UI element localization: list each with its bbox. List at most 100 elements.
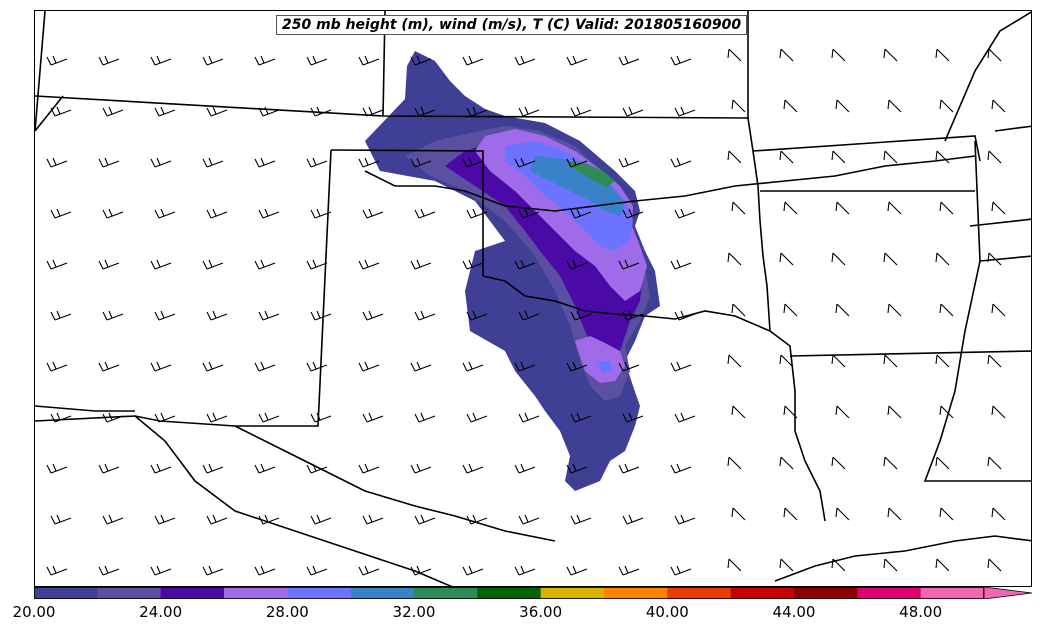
- wind-barb: [462, 259, 484, 270]
- colorbar-tick-label: 28.00: [265, 603, 309, 621]
- colorbar-outline: [34, 587, 984, 599]
- map-canvas: [35, 11, 1031, 586]
- wind-barb: [566, 157, 588, 168]
- wind-barb: [466, 106, 488, 117]
- wind-barb: [731, 405, 746, 419]
- wind-barb: [202, 259, 224, 270]
- wind-barb: [518, 208, 540, 219]
- wind-barb: [466, 514, 488, 525]
- colorbar-tick-label: 20.00: [12, 603, 56, 621]
- wind-barb: [727, 252, 742, 266]
- wind-barb: [622, 208, 644, 219]
- map-panel: [34, 10, 1032, 587]
- wind-barb: [518, 310, 540, 321]
- wind-barb: [358, 259, 380, 270]
- wind-barb: [206, 310, 228, 321]
- border-line: [789, 350, 1031, 357]
- wind-barb: [835, 303, 850, 317]
- map-title: 250 mb height (m), wind (m/s), T (C) Val…: [276, 15, 748, 35]
- wind-barb: [358, 361, 380, 372]
- wind-barb: [831, 252, 846, 266]
- wind-barb: [414, 514, 436, 525]
- temp-contour-south-2: [595, 361, 613, 373]
- wind-barb: [883, 558, 898, 572]
- wind-barb: [310, 514, 332, 525]
- wind-barb: [150, 463, 172, 474]
- border-line: [923, 140, 1031, 482]
- wind-barb: [618, 55, 640, 66]
- wind-barb: [570, 106, 592, 117]
- wind-barb: [46, 157, 68, 168]
- wind-barb: [835, 507, 850, 521]
- colorbar-labels: 20.00 24.00 28.00 32.00 36.00 40.00 44.00 48.00: [0, 600, 1041, 630]
- wind-barb: [779, 558, 794, 572]
- wind-barb: [46, 55, 68, 66]
- wind-barb: [991, 201, 1006, 215]
- border-line: [944, 11, 1031, 142]
- wind-barb: [206, 412, 228, 423]
- wind-barb: [835, 201, 850, 215]
- wind-barb: [150, 565, 172, 576]
- border-line: [774, 535, 1031, 582]
- wind-barb: [727, 48, 742, 62]
- wind-barb: [731, 99, 746, 113]
- wind-barb: [883, 252, 898, 266]
- wind-barb: [991, 507, 1006, 521]
- wind-barb: [150, 157, 172, 168]
- wind-barb: [570, 208, 592, 219]
- wind-barb: [310, 208, 332, 219]
- wind-barb: [514, 55, 536, 66]
- wind-barb: [935, 252, 950, 266]
- wind-barb: [566, 463, 588, 474]
- colorbar-segment: [224, 587, 288, 599]
- wind-barb: [674, 412, 696, 423]
- colorbar-segment: [414, 587, 478, 599]
- borders: [35, 11, 1031, 586]
- wind-barb: [670, 463, 692, 474]
- wind-barb: [783, 99, 798, 113]
- wind-barb: [306, 157, 328, 168]
- wind-barb: [98, 565, 120, 576]
- wind-barb: [670, 55, 692, 66]
- wind-barb: [310, 106, 332, 117]
- colorbar-tick-label: 44.00: [772, 603, 816, 621]
- wind-barb: [102, 514, 124, 525]
- wind-barb: [410, 55, 432, 66]
- wind-barb: [731, 507, 746, 521]
- wind-barb: [618, 361, 640, 372]
- wind-barb: [50, 514, 72, 525]
- wind-barb: [414, 412, 436, 423]
- wind-barb: [618, 565, 640, 576]
- border-line: [482, 275, 771, 332]
- wind-barb: [622, 106, 644, 117]
- colorbar-segment: [540, 587, 605, 599]
- wind-barb: [566, 361, 588, 372]
- wind-barb: [987, 354, 1002, 368]
- wind-barb: [887, 303, 902, 317]
- wind-barb: [46, 463, 68, 474]
- colorbar-tick-label: 32.00: [392, 603, 436, 621]
- wind-barb: [98, 157, 120, 168]
- wind-barb: [202, 565, 224, 576]
- wind-barb: [935, 48, 950, 62]
- wind-barb: [102, 310, 124, 321]
- wind-barb: [258, 514, 280, 525]
- wind-barb: [514, 565, 536, 576]
- wind-barb: [466, 208, 488, 219]
- colorbar-tick-label: 24.00: [139, 603, 183, 621]
- wind-barb: [514, 157, 536, 168]
- wind-barb: [306, 259, 328, 270]
- wind-barb: [258, 412, 280, 423]
- wind-barb: [102, 412, 124, 423]
- wind-barb: [570, 514, 592, 525]
- wind-barb: [254, 157, 276, 168]
- wind-barb: [98, 361, 120, 372]
- wind-barb: [202, 157, 224, 168]
- wind-barb: [935, 354, 950, 368]
- wind-barb: [727, 150, 742, 164]
- temp-contour-30: [530, 156, 625, 216]
- wind-barb: [987, 252, 1002, 266]
- wind-barb: [150, 361, 172, 372]
- colorbar: [34, 587, 1033, 599]
- wind-barb: [50, 106, 72, 117]
